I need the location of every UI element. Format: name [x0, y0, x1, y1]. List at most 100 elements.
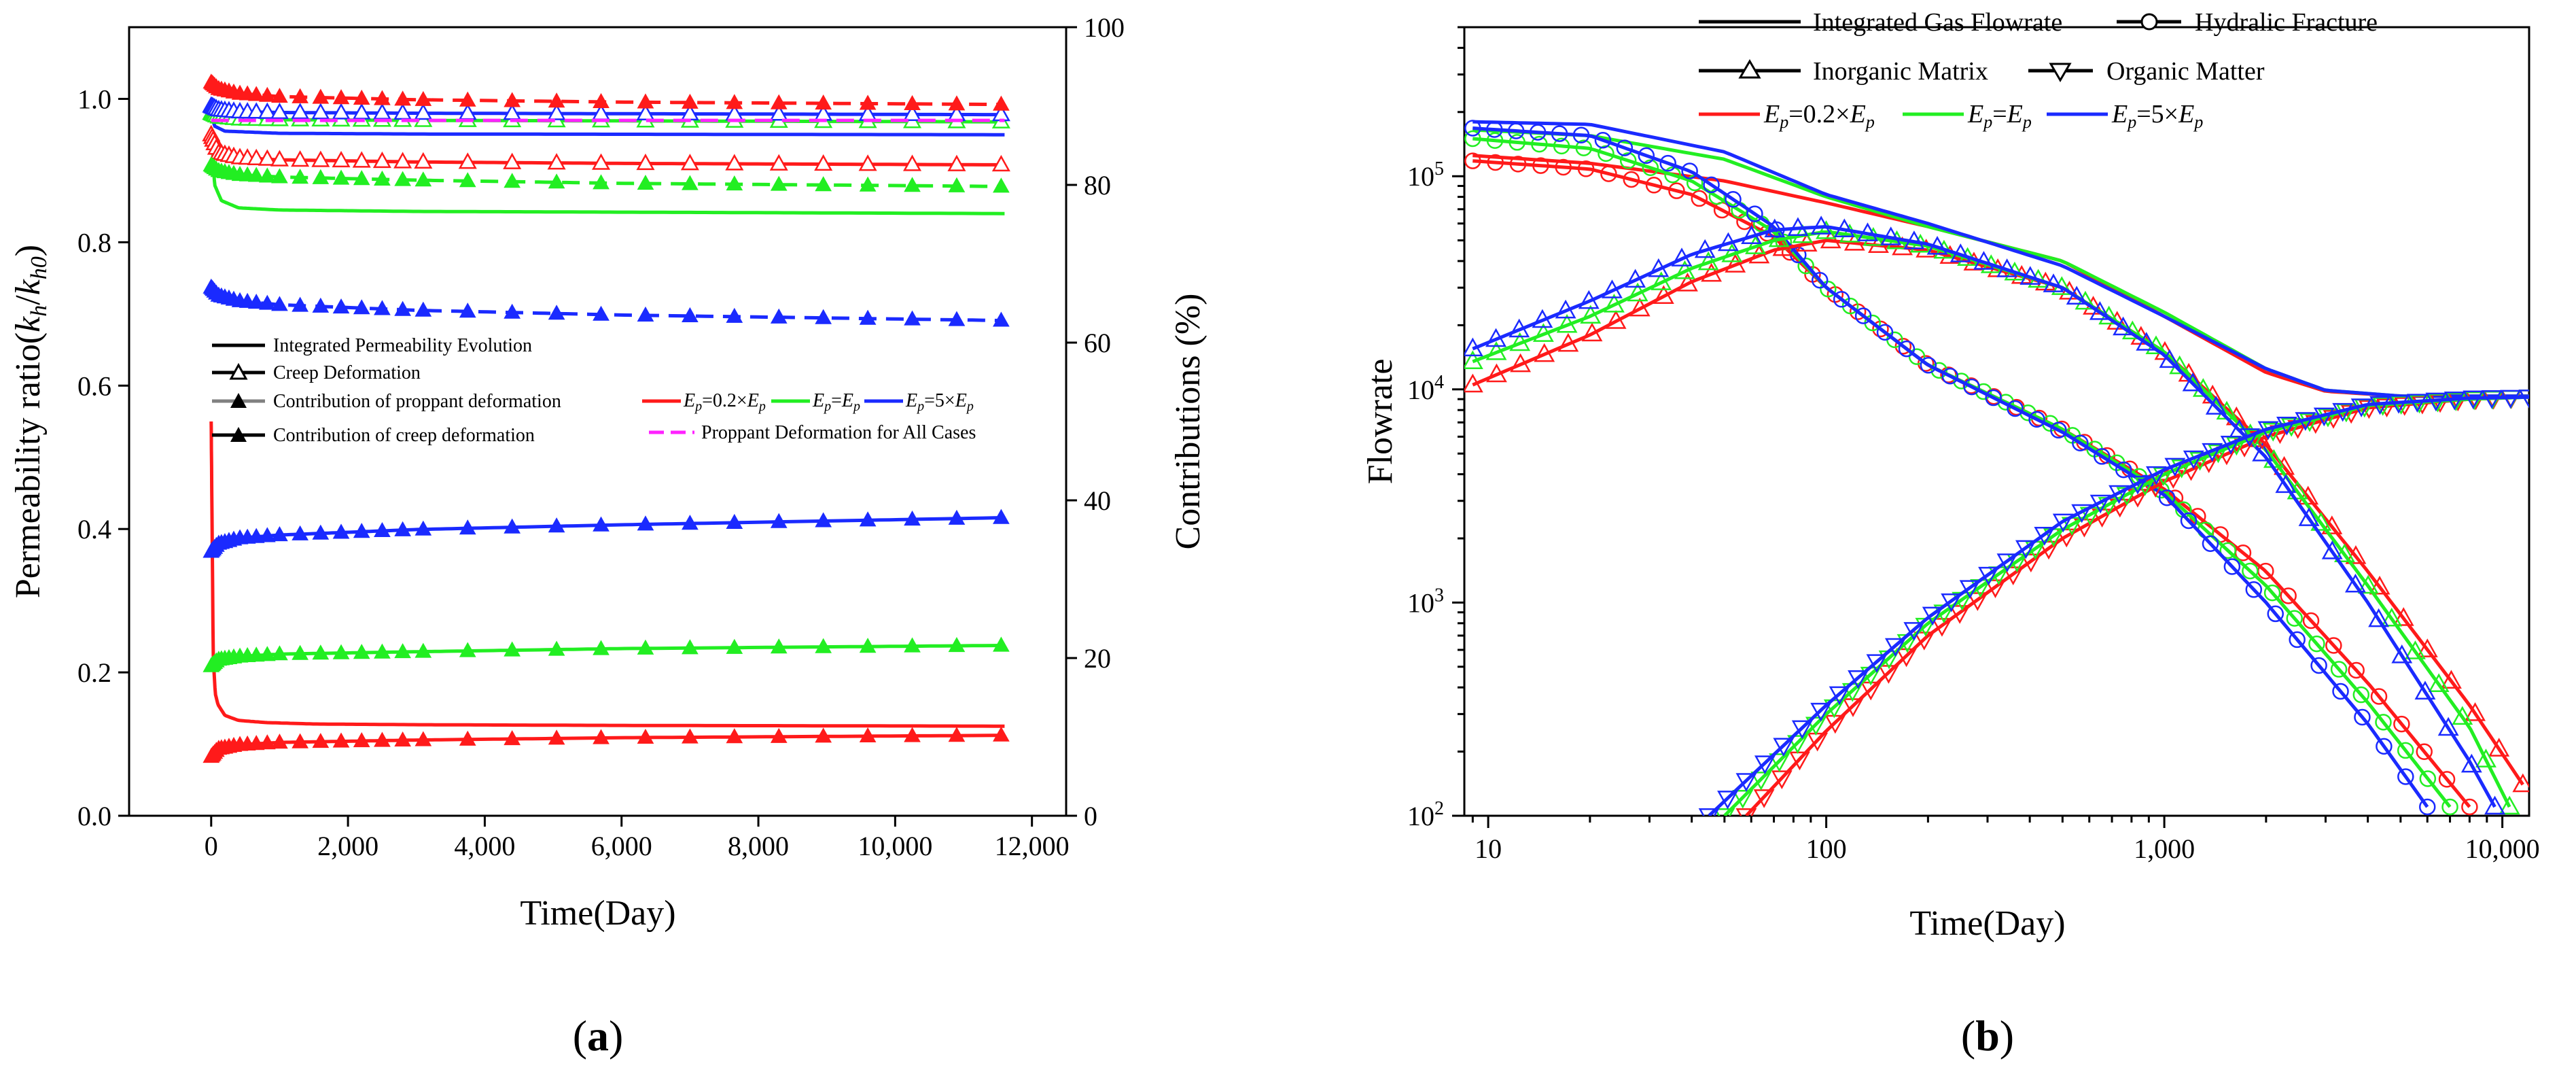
chart-b-marker — [1464, 120, 1481, 137]
chart-b-marker — [1810, 215, 1832, 235]
chart-b-marker — [2109, 485, 2130, 504]
chart-b-marker — [2050, 421, 2067, 439]
chart-b-line — [1745, 395, 2529, 816]
chart-b-ylabel: Flowrate — [1361, 359, 1400, 485]
chart-a-marker — [593, 640, 610, 655]
legend-entry-inorganic-matrix: Inorganic Matrix — [1699, 57, 1988, 86]
chart-a-marker — [726, 94, 743, 109]
legend-entry-contribution-creep: Contribution of creep deformation — [212, 425, 535, 446]
chart-b-marker — [2323, 410, 2344, 429]
chart-a-marker — [769, 154, 788, 171]
chart-a-ytick-left-label: 0.8 — [77, 227, 111, 258]
chart-a-marker — [682, 175, 699, 190]
legend-case-1x: Ep=Ep — [771, 390, 860, 414]
chart-b-marker — [2357, 574, 2379, 594]
chart-a-marker — [414, 152, 433, 169]
svg-text:Ep=Ep: Ep=Ep — [1967, 100, 2032, 132]
chart-b-marker — [2239, 428, 2260, 447]
chart-a-marker — [948, 509, 966, 525]
chart-a-marker — [593, 174, 610, 190]
chart-a-marker — [504, 641, 521, 657]
chart-a-marker — [902, 104, 922, 121]
chart-b-marker — [1578, 290, 1600, 309]
chart-b-series-11 — [1698, 390, 2529, 816]
chart-b-marker — [1485, 328, 1506, 347]
chart-a-marker — [311, 103, 330, 120]
chart-a-marker — [352, 103, 371, 120]
svg-text:Ep=5×Ep: Ep=5×Ep — [2111, 100, 2203, 132]
chart-a-xtick-label: 0 — [205, 831, 218, 861]
chart-b-marker — [2094, 448, 2111, 465]
chart-a-marker — [637, 639, 654, 655]
chart-b-marker — [1985, 389, 2002, 407]
chart-b-series-2 — [1472, 120, 2529, 398]
chart-b-marker — [1664, 166, 1681, 184]
chart-b-marker — [2345, 545, 2367, 564]
chart-a-marker — [504, 173, 521, 188]
chart-b-marker — [1600, 165, 1617, 182]
chart-b-marker — [2414, 680, 2436, 700]
chart-a-marker — [414, 301, 432, 317]
chart-b-marker — [1553, 137, 1570, 155]
chart-b-marker — [1732, 790, 1754, 809]
chart-b-marker — [1697, 251, 1719, 271]
chart-b-marker — [1791, 720, 1813, 740]
chart-a-marker — [292, 644, 308, 660]
chart-a-xtick-label: 8,000 — [728, 831, 789, 861]
chart-a-marker — [815, 727, 832, 743]
chart-b-marker — [1629, 297, 1651, 317]
chart-a-marker — [859, 309, 877, 325]
chart-a-marker — [270, 102, 289, 120]
chart-b-marker — [1668, 182, 1685, 199]
chart-a-marker — [459, 730, 476, 746]
chart-b-marker — [1551, 125, 1568, 142]
chart-a: 0 2,000 4,000 6,000 8,000 10,000 12,000 0.0 0.2 0… — [9, 12, 1207, 1060]
chart-b-marker — [2388, 395, 2410, 414]
chart-a-marker — [592, 153, 611, 170]
chart-a-xtick-label: 12,000 — [995, 831, 1070, 861]
chart-a-marker — [726, 638, 743, 654]
chart-b-marker — [1648, 258, 1670, 277]
chart-a-marker — [271, 296, 288, 311]
chart-b-marker — [2015, 540, 2036, 559]
chart-b-marker — [2393, 715, 2410, 733]
chart-a-marker — [548, 729, 565, 745]
chart-b-marker — [1625, 269, 1646, 288]
chart-b-marker — [1903, 622, 1925, 641]
chart-b-marker — [1854, 307, 1872, 324]
chart-a-marker — [680, 154, 699, 171]
legend-case-5x: Ep=5×Ep — [864, 390, 974, 414]
chart-b-marker — [2136, 332, 2157, 351]
chart-b-marker — [2020, 553, 2042, 573]
chart-b-marker — [2488, 738, 2510, 757]
chart-b-marker — [1602, 279, 1623, 298]
chart-b-marker — [1698, 808, 1720, 816]
chart-a-marker — [859, 176, 877, 192]
chart-a-marker — [504, 730, 521, 746]
chart-b-marker — [1978, 566, 1999, 586]
chart-a-marker — [637, 515, 654, 531]
chart-b-marker — [1985, 579, 2006, 598]
chart-b-marker — [2484, 795, 2505, 815]
chart-b-marker — [2406, 394, 2428, 413]
chart-b-marker — [1575, 139, 1593, 156]
chart-b-marker — [1787, 735, 1808, 755]
chart-a-marker — [258, 527, 276, 542]
chart-b-marker — [2180, 512, 2198, 530]
chart-a-marker — [394, 90, 411, 106]
chart-b-legend-style: Integrated Gas Flowrate Hydralic Fractur… — [1699, 8, 2378, 86]
chart-a-marker — [353, 170, 370, 186]
chart-a-marker — [352, 151, 371, 168]
chart-a-series-0 — [209, 421, 1005, 728]
svg-text:Ep=0.2×Ep: Ep=0.2×Ep — [1763, 100, 1875, 132]
chart-b-series-5 — [1464, 120, 2436, 816]
chart-a-marker — [858, 154, 877, 171]
chart-b-marker — [1717, 232, 1739, 252]
chart-b-marker — [2475, 748, 2496, 767]
chart-b-marker — [1486, 121, 1503, 138]
chart-b-marker — [2500, 390, 2522, 409]
chart-b-marker — [2354, 708, 2371, 726]
chart-b-marker — [1805, 717, 1827, 736]
chart-b-legend-cases: Ep=0.2×Ep Ep=Ep Ep=5×Ep — [1699, 100, 2203, 132]
chart-a-marker — [815, 176, 832, 192]
